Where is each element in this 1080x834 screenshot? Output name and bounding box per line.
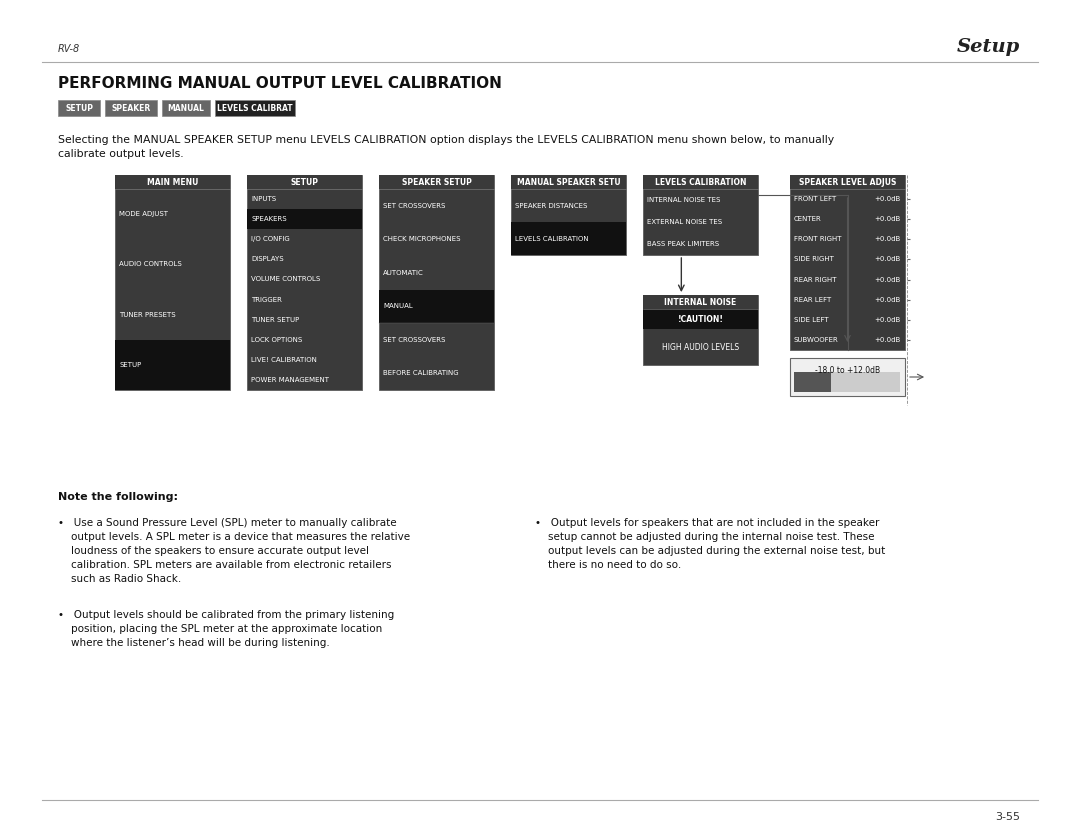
Text: SPEAKERS: SPEAKERS <box>251 216 286 222</box>
Text: SPEAKER: SPEAKER <box>111 103 150 113</box>
Bar <box>114 175 230 390</box>
Text: POWER MANAGEMENT: POWER MANAGEMENT <box>251 377 329 383</box>
Text: TUNER PRESETS: TUNER PRESETS <box>119 312 176 318</box>
Bar <box>114 175 230 189</box>
Text: MANUAL SPEAKER SETU: MANUAL SPEAKER SETU <box>516 178 620 187</box>
Text: +0.0dB: +0.0dB <box>875 256 901 263</box>
Bar <box>789 175 905 189</box>
Bar <box>794 372 831 392</box>
Text: MODE ADJUST: MODE ADJUST <box>119 211 168 217</box>
Bar <box>511 222 626 255</box>
Text: •   Use a Sound Pressure Level (SPL) meter to manually calibrate
    output leve: • Use a Sound Pressure Level (SPL) meter… <box>58 518 410 584</box>
Bar <box>215 100 295 116</box>
Bar <box>379 289 494 323</box>
Bar <box>379 175 494 189</box>
Text: INTERNAL NOISE TES: INTERNAL NOISE TES <box>647 197 720 203</box>
Text: FRONT RIGHT: FRONT RIGHT <box>794 236 841 243</box>
Text: TRIGGER: TRIGGER <box>251 297 282 303</box>
Bar <box>789 358 905 396</box>
Bar <box>105 100 157 116</box>
Text: INPUTS: INPUTS <box>251 196 276 202</box>
Text: +0.0dB: +0.0dB <box>875 236 901 243</box>
Text: +0.0dB: +0.0dB <box>875 277 901 283</box>
Text: SPEAKER DISTANCES: SPEAKER DISTANCES <box>515 203 588 208</box>
Text: Note the following:: Note the following: <box>58 492 178 502</box>
Text: AUTOMATIC: AUTOMATIC <box>383 269 423 276</box>
Text: MANUAL: MANUAL <box>167 103 204 113</box>
Text: +0.0dB: +0.0dB <box>875 337 901 343</box>
Bar <box>114 339 230 390</box>
Text: HIGH AUDIO LEVELS: HIGH AUDIO LEVELS <box>662 343 739 351</box>
Text: REAR RIGHT: REAR RIGHT <box>794 277 837 283</box>
Text: FRONT LEFT: FRONT LEFT <box>794 196 836 202</box>
Bar <box>58 100 100 116</box>
Text: PERFORMING MANUAL OUTPUT LEVEL CALIBRATION: PERFORMING MANUAL OUTPUT LEVEL CALIBRATI… <box>58 76 502 91</box>
Text: •   Output levels should be calibrated from the primary listening
    position, : • Output levels should be calibrated fro… <box>58 610 394 648</box>
Text: SPEAKER LEVEL ADJUS: SPEAKER LEVEL ADJUS <box>799 178 896 187</box>
Text: Setup: Setup <box>957 38 1020 56</box>
Text: REAR LEFT: REAR LEFT <box>794 297 832 303</box>
Text: +0.0dB: +0.0dB <box>875 196 901 202</box>
Bar <box>643 175 758 189</box>
Text: SETUP: SETUP <box>65 103 93 113</box>
Text: VOLUME CONTROLS: VOLUME CONTROLS <box>251 276 321 283</box>
Text: DISPLAYS: DISPLAYS <box>251 256 284 263</box>
Text: SIDE LEFT: SIDE LEFT <box>794 317 828 323</box>
Text: SUBWOOFER: SUBWOOFER <box>794 337 839 343</box>
Text: Selecting the MANUAL SPEAKER SETUP menu LEVELS CALIBRATION option displays the L: Selecting the MANUAL SPEAKER SETUP menu … <box>58 135 834 159</box>
Text: MAIN MENU: MAIN MENU <box>147 178 199 187</box>
Bar <box>511 175 626 255</box>
Text: LEVELS CALIBRATION: LEVELS CALIBRATION <box>654 178 746 187</box>
Text: SETUP: SETUP <box>291 178 319 187</box>
Bar <box>247 209 362 229</box>
Bar <box>789 175 905 350</box>
Text: RV-8: RV-8 <box>58 44 80 54</box>
Text: EXTERNAL NOISE TES: EXTERNAL NOISE TES <box>647 219 723 225</box>
Bar <box>643 295 758 309</box>
Bar <box>643 309 758 329</box>
Text: +0.0dB: +0.0dB <box>875 216 901 222</box>
Text: MANUAL: MANUAL <box>383 304 413 309</box>
Text: -18.0 to +12.0dB: -18.0 to +12.0dB <box>815 365 880 374</box>
Text: INTERNAL NOISE: INTERNAL NOISE <box>664 298 737 307</box>
Text: !CAUTION!: !CAUTION! <box>677 314 724 324</box>
Text: TUNER SETUP: TUNER SETUP <box>251 317 299 323</box>
Text: CENTER: CENTER <box>794 216 822 222</box>
Text: •   Output levels for speakers that are not included in the speaker
    setup ca: • Output levels for speakers that are no… <box>535 518 886 570</box>
Bar <box>247 175 362 189</box>
Text: +0.0dB: +0.0dB <box>875 297 901 303</box>
Bar <box>643 295 758 365</box>
Text: SPEAKER SETUP: SPEAKER SETUP <box>402 178 472 187</box>
Text: +0.0dB: +0.0dB <box>875 317 901 323</box>
Bar <box>511 175 626 189</box>
Text: LIVE! CALIBRATION: LIVE! CALIBRATION <box>251 357 316 363</box>
Text: BEFORE CALIBRATING: BEFORE CALIBRATING <box>383 370 459 376</box>
Text: AUDIO CONTROLS: AUDIO CONTROLS <box>119 261 181 268</box>
Text: CHECK MICROPHONES: CHECK MICROPHONES <box>383 236 460 242</box>
Bar <box>643 175 758 255</box>
Bar <box>379 175 494 390</box>
Bar <box>247 175 362 390</box>
Text: SET CROSSOVERS: SET CROSSOVERS <box>383 203 445 208</box>
Text: SETUP: SETUP <box>119 362 141 368</box>
Bar <box>162 100 210 116</box>
Text: BASS PEAK LIMITERS: BASS PEAK LIMITERS <box>647 241 719 247</box>
Text: SET CROSSOVERS: SET CROSSOVERS <box>383 337 445 343</box>
Text: LEVELS CALIBRAT: LEVELS CALIBRAT <box>217 103 293 113</box>
Text: LEVELS CALIBRATION: LEVELS CALIBRATION <box>515 235 589 242</box>
Text: SIDE RIGHT: SIDE RIGHT <box>794 256 834 263</box>
Text: I/O CONFIG: I/O CONFIG <box>251 236 289 242</box>
Text: 3-55: 3-55 <box>995 812 1020 822</box>
Bar <box>831 372 900 392</box>
Text: LOCK OPTIONS: LOCK OPTIONS <box>251 337 302 343</box>
